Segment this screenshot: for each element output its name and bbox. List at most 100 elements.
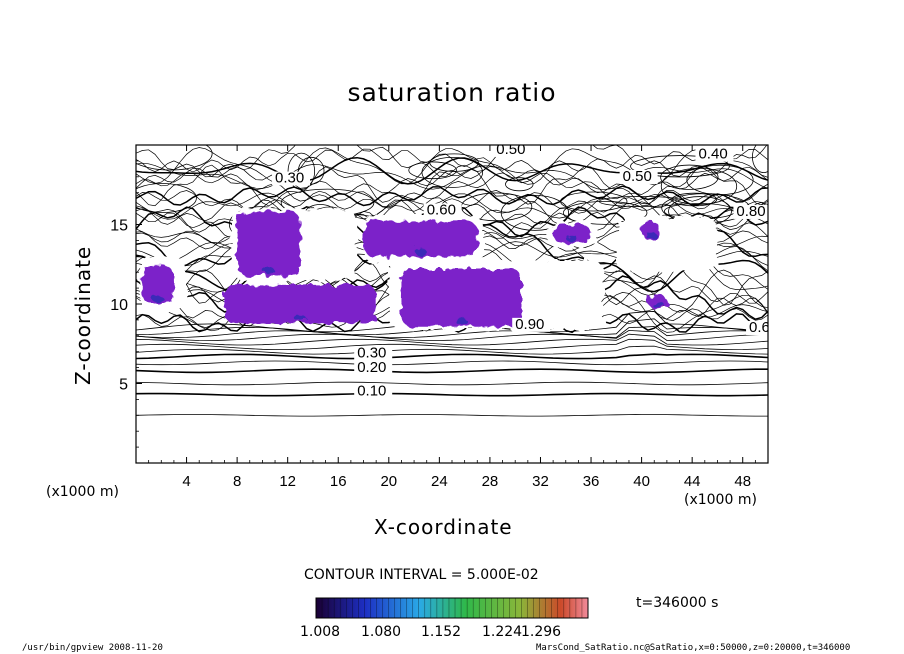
colorbar-tick-3: 1.224 [482,624,523,640]
contour-line [136,329,768,342]
contour-eddy [287,152,316,190]
level-label: 0.40 [698,146,727,163]
level-label: 0.20 [357,359,386,376]
y-tick-label: 15 [110,218,128,235]
contour-line [136,360,768,366]
contour-line [136,185,768,207]
level-label: 0.60 [427,201,456,218]
contour-eddy [298,156,325,185]
x-tick-label: 20 [380,473,397,490]
footer-left: /usr/bin/gpview 2008-11-20 [22,643,163,653]
shaded-core [294,315,307,322]
contour-line [136,333,768,346]
chart-title: saturation ratio [347,78,557,107]
level-label: 0.90 [515,316,544,333]
x-unit-right: (x1000 m) [684,492,757,508]
level-label-bg [354,360,393,375]
contour-eddy [505,177,534,192]
contour-line [136,353,768,360]
shaded-core [645,232,658,239]
y-axis-label: Z-coordinate [71,245,95,385]
contour-eddy [630,155,730,178]
level-label-bg [512,317,551,332]
contour-line [136,326,768,339]
level-label-bg [493,145,532,157]
contour-line [136,338,768,351]
contour-line [136,381,768,386]
y-axis: 5 10 15 [110,160,142,448]
level-label-bg [423,203,462,218]
x-tick-label: 4 [182,473,190,490]
contour-eddy [136,183,197,213]
contour-eddy [562,200,648,225]
level-label-bg [746,321,768,336]
level-label-bg [733,204,768,219]
shaded-core [566,235,579,242]
x-tick-label: 12 [279,473,296,490]
contour-line [136,414,768,417]
colorbar-tick-4: 1.296 [521,624,562,640]
shaded-region [142,265,174,304]
shaded-core [262,267,275,274]
x-axis: 4 8 12 16 20 24 28 32 36 40 44 48 [148,145,756,490]
level-label-bg [354,346,393,361]
shaded-core [152,296,165,303]
colorbar-tick-0: 1.008 [300,624,341,640]
contour-eddy [671,192,718,207]
contour-eddy [421,156,484,188]
level-label-bg [695,147,734,162]
contour-eddy [660,164,719,190]
shaded-region [237,211,301,276]
contour-line [136,392,768,397]
time-label: t=346000 s [636,595,719,611]
shaded-core [414,248,427,255]
level-label: 0.60 [749,319,778,336]
x-axis-label: X-coordinate [374,515,513,539]
x-tick-label: 8 [233,473,241,490]
shaded-core [455,318,468,325]
x-tick-label: 36 [583,473,600,490]
level-label: 0.50 [496,141,525,158]
level-label-bg [272,171,311,186]
colorbar-tick-2: 1.152 [421,624,462,640]
contour-line [136,368,768,374]
contour-line [136,148,768,173]
contour-line [136,162,768,191]
colorbar-tick-1: 1.080 [361,624,402,640]
supersaturation-regions [139,208,718,330]
shaded-region [401,269,522,327]
contour-eddy [752,145,768,173]
level-label: 0.30 [357,344,386,361]
contour-eddy [686,164,754,196]
clear-region [616,216,718,273]
x-tick-label: 16 [330,473,347,490]
contour-line [136,171,768,210]
contour-line [136,345,768,355]
shaded-region [553,224,592,244]
contour-level-labels: 0.100.200.300.400.500.500.300.60 0.800.90… [272,141,778,400]
x-tick-label: 24 [431,473,448,490]
contour-eddy [429,153,479,172]
level-label-bg [619,169,658,184]
x-tick-label: 48 [734,473,751,490]
level-label: 0.50 [623,168,652,185]
level-label-bg [354,384,393,399]
x-unit-left: (x1000 m) [46,484,119,500]
contour-eddy [408,161,457,180]
contour-eddy [500,194,569,231]
shaded-region [363,221,478,257]
contour-line [136,145,768,178]
shaded-core [651,301,664,307]
level-label: 0.30 [275,170,304,187]
x-tick-label: 28 [482,473,499,490]
footer-right: MarsCond_SatRatio.nc@SatRatio,x=0:50000,… [536,643,851,653]
x-tick-label: 44 [684,473,701,490]
y-tick-label: 10 [110,297,128,314]
contour-eddy [136,145,213,171]
contour-line [136,156,768,185]
y-tick-label: 5 [119,377,128,394]
x-tick-label: 40 [633,473,650,490]
contour-interval-text: CONTOUR INTERVAL = 5.000E-02 [304,567,539,583]
level-label: 0.10 [357,383,386,400]
